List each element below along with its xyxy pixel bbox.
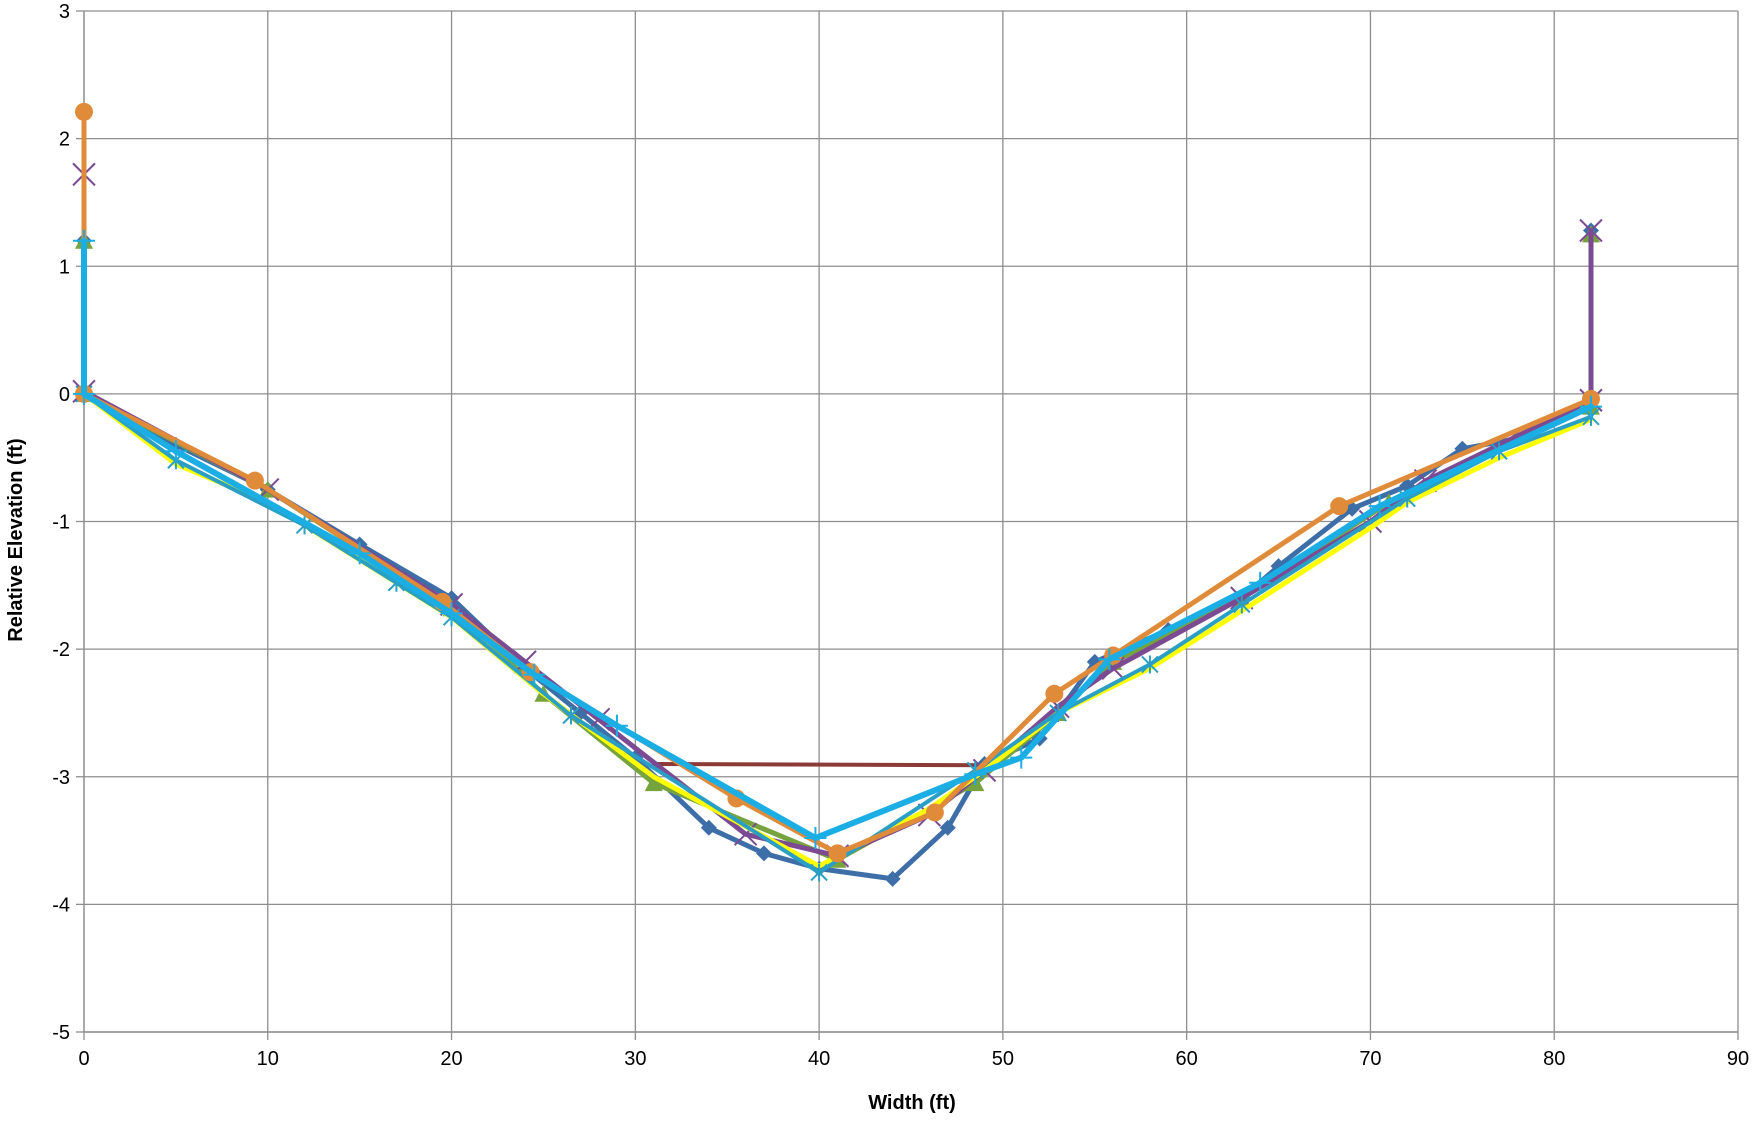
data-point-plus	[1249, 571, 1272, 594]
gridlines	[84, 10, 1739, 1033]
series-line	[81, 109, 1594, 856]
x-tick-label: 20	[440, 1048, 462, 1070]
data-point-circle	[828, 844, 847, 863]
data-point-plus	[73, 382, 95, 405]
x-tick-label: 90	[1727, 1048, 1749, 1070]
series-7	[75, 102, 1600, 863]
series-line	[81, 228, 1594, 882]
data-point-asterisk	[1141, 655, 1159, 674]
series-8	[73, 229, 1602, 850]
data-point-circle	[1330, 497, 1349, 516]
x-tick-label: 0	[78, 1048, 89, 1070]
y-tick-label: -1	[52, 512, 70, 534]
data-point-plus	[605, 714, 628, 737]
data-point-circle	[1045, 684, 1064, 703]
series-line	[81, 391, 1594, 869]
data-point-plus	[964, 763, 987, 786]
data-point-plus	[1579, 395, 1602, 418]
data-point-plus	[73, 229, 95, 252]
y-tick-label: 0	[59, 384, 70, 406]
y-tick-label: -2	[52, 639, 70, 661]
y-tick-label: -4	[52, 894, 70, 916]
series-3	[75, 225, 1600, 868]
data-point-plus	[164, 440, 187, 463]
x-tick-label: 10	[257, 1048, 279, 1070]
x-tick-label: 60	[1176, 1048, 1198, 1070]
data-point-triangle	[644, 774, 663, 792]
data-point-plus	[440, 602, 463, 625]
x-tick-label: 50	[992, 1048, 1014, 1070]
y-tick-label: 2	[59, 129, 70, 151]
data-point-circle	[925, 803, 944, 822]
data-point-x	[1579, 218, 1603, 243]
data-point-asterisk	[1233, 595, 1251, 614]
y-tick-label: 3	[59, 1, 70, 23]
y-axis-title: Relative Elevation (ft)	[5, 438, 27, 641]
series-line	[82, 391, 1593, 875]
y-tick-label: -5	[52, 1022, 70, 1044]
y-tick-label: 1	[59, 256, 70, 278]
series-line	[81, 237, 1594, 841]
data-point-x	[733, 822, 758, 846]
x-tick-label: 80	[1543, 1048, 1565, 1070]
series-5	[81, 391, 1594, 869]
data-point-plus	[523, 663, 546, 686]
data-point-plus	[1010, 746, 1033, 769]
series-layer	[72, 102, 1603, 887]
x-tick-label: 30	[624, 1048, 646, 1070]
data-point-circle	[245, 471, 264, 490]
series-line	[651, 762, 987, 768]
x-tick-label: 70	[1359, 1048, 1381, 1070]
data-point-diamond	[755, 845, 772, 862]
data-point-plus	[348, 542, 371, 565]
data-point-asterisk	[562, 706, 580, 725]
data-point-diamond	[884, 870, 901, 887]
series-1	[651, 762, 987, 768]
x-tick-label: 40	[808, 1048, 830, 1070]
data-point-plus	[1098, 648, 1121, 671]
data-point-diamond	[700, 819, 717, 836]
x-axis-title: Width (ft)	[868, 1092, 956, 1114]
data-point-plus	[804, 827, 827, 850]
data-point-asterisk	[810, 863, 828, 882]
data-point-diamond	[939, 819, 956, 836]
data-point-plus	[1368, 495, 1391, 518]
data-point-circle	[75, 102, 93, 121]
y-tick-label: -3	[52, 767, 70, 789]
